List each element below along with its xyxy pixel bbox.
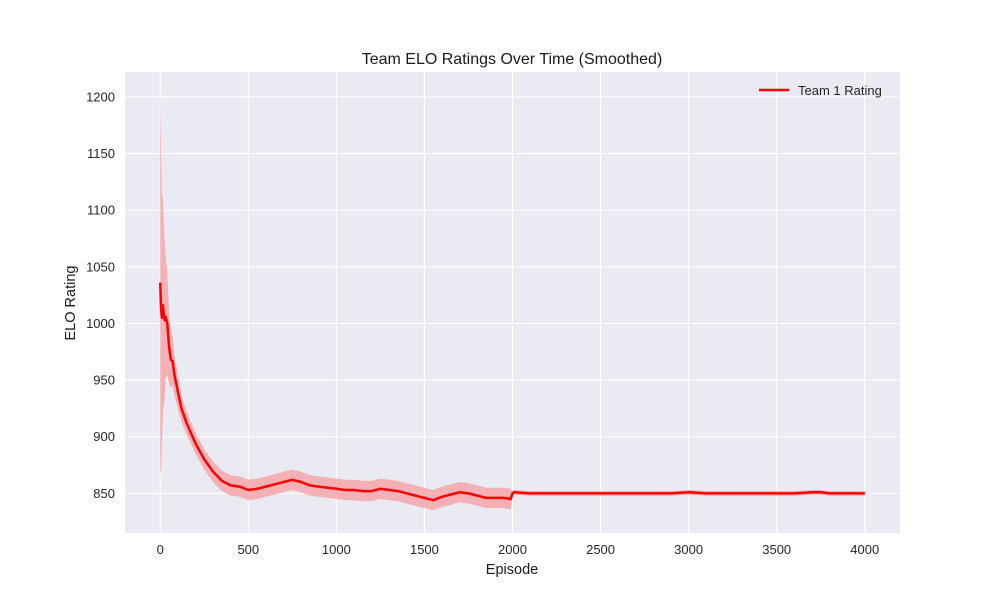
y-tick-label: 1050 <box>86 259 115 274</box>
y-tick-label: 1150 <box>87 146 115 161</box>
x-tick-label: 2000 <box>498 542 527 557</box>
x-axis-label: Episode <box>486 562 538 578</box>
y-tick-label: 900 <box>93 429 115 444</box>
y-tick-label: 1200 <box>86 89 115 104</box>
y-tick-label: 1100 <box>87 203 115 218</box>
x-tick-label: 3000 <box>674 542 703 557</box>
y-tick-labels: 850 900 950 1000 1050 1100 1150 1200 <box>86 89 115 500</box>
legend: Team 1 Rating <box>759 83 882 98</box>
series-line-1 <box>158 282 865 502</box>
y-axis-label: ELO Rating <box>63 266 79 341</box>
x-tick-label: 0 <box>157 542 164 557</box>
x-tick-label: 4000 <box>850 542 879 557</box>
x-tick-label: 500 <box>237 542 259 557</box>
x-tick-label: 3500 <box>762 542 791 557</box>
x-tick-label: 1500 <box>410 542 439 557</box>
legend-label-team-1: Team 1 Rating <box>798 83 882 98</box>
x-tick-label: 2500 <box>586 542 615 557</box>
x-tick-label: 1000 <box>322 542 351 557</box>
y-tick-label: 1000 <box>86 316 115 331</box>
chart-title: Team ELO Ratings Over Time (Smoothed) <box>362 51 663 68</box>
x-tick-labels: 0 500 1000 1500 2000 2500 3000 3500 4000 <box>157 542 880 557</box>
series-lines <box>158 282 865 502</box>
y-tick-label: 850 <box>93 486 115 501</box>
y-tick-label: 950 <box>93 373 115 388</box>
